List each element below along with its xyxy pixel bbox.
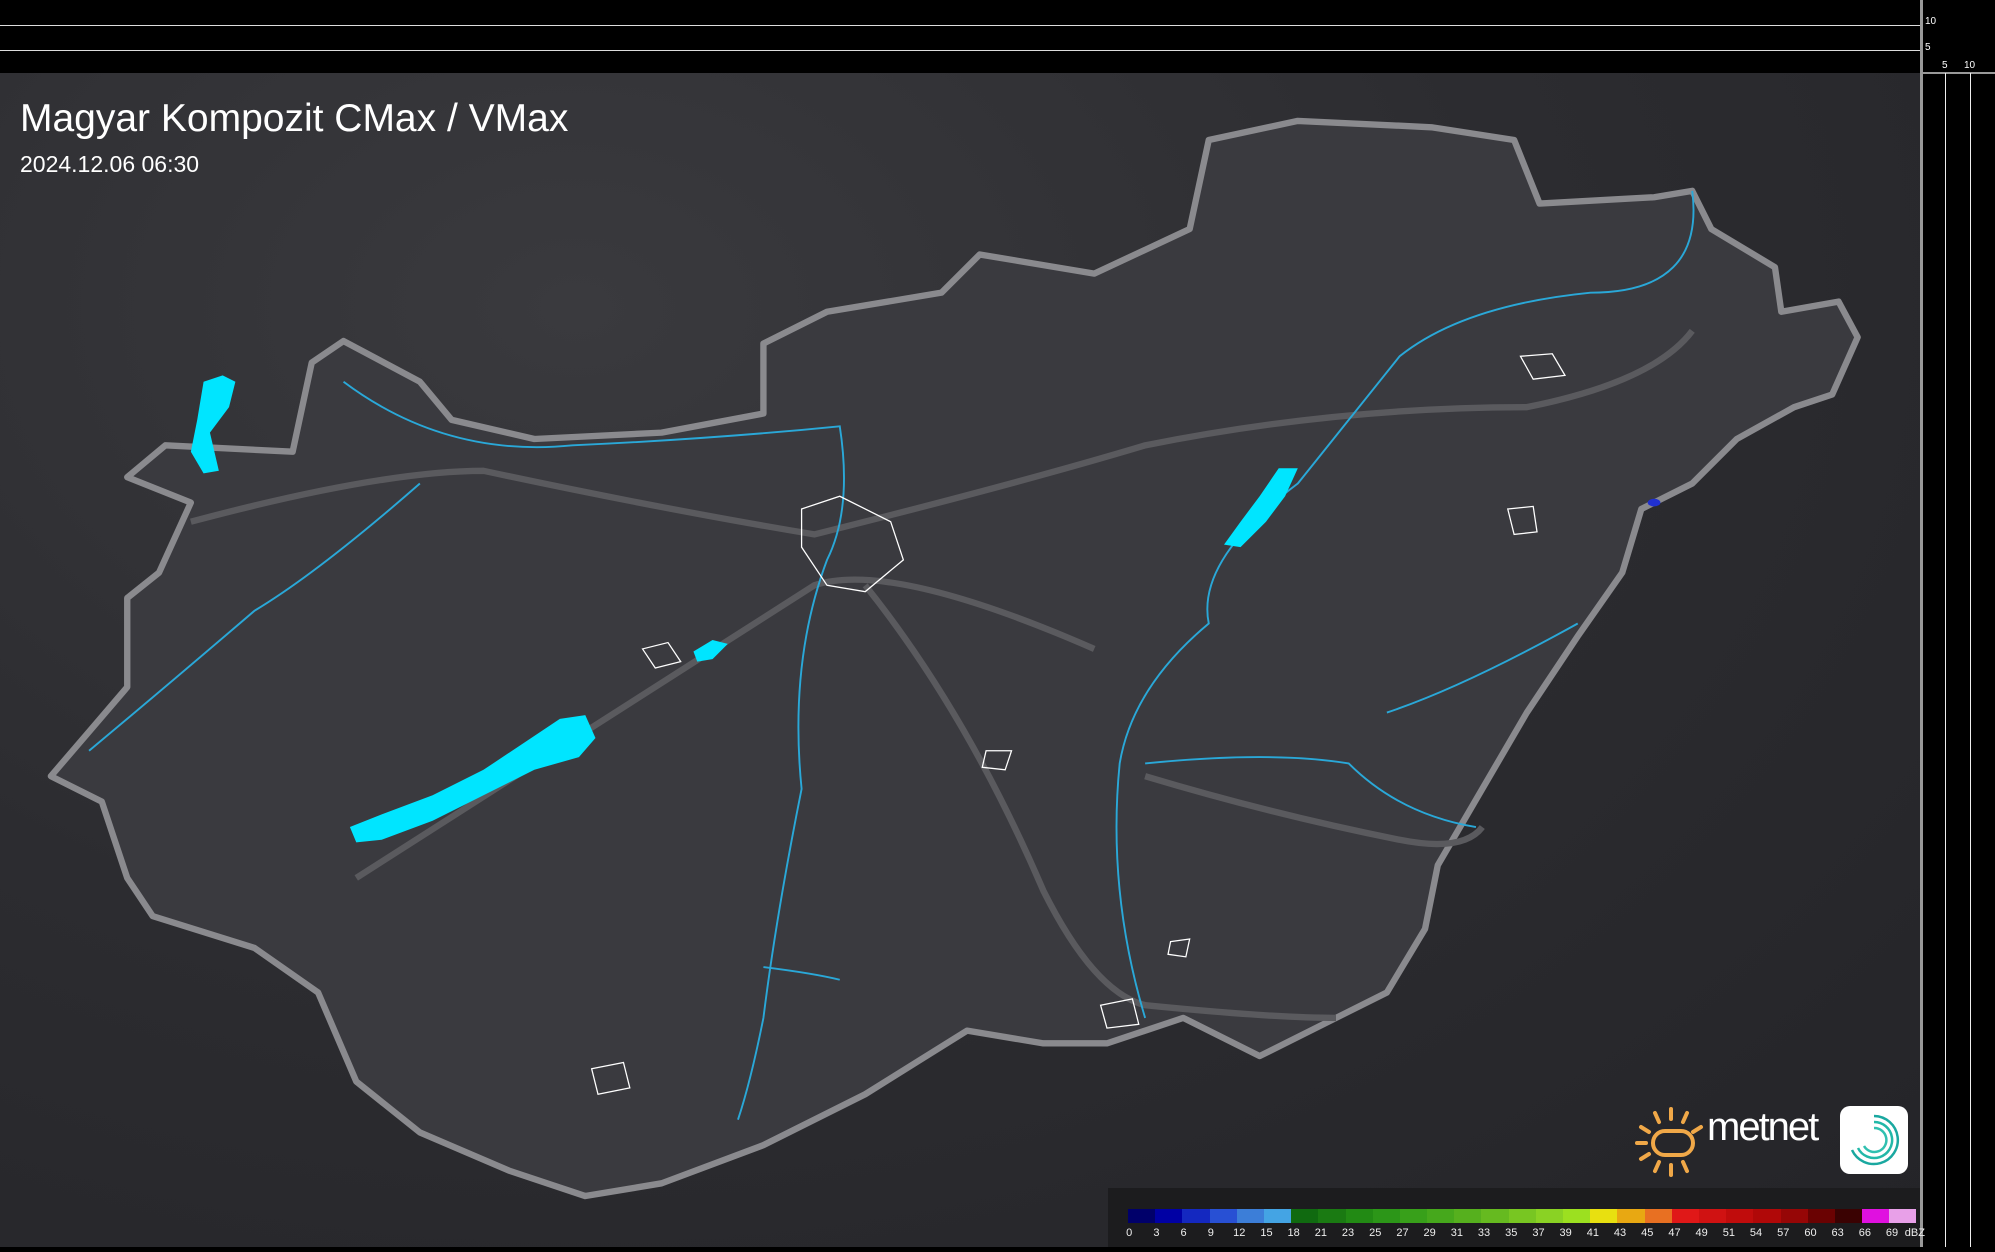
legend-color-cell (1291, 1209, 1319, 1223)
lake-balaton (349, 715, 596, 843)
radar-map[interactable] (0, 73, 1920, 1247)
legend-color-cell (1508, 1209, 1536, 1223)
legend-label: 18 (1287, 1227, 1300, 1239)
map-title: Magyar Kompozit CMax / VMax (20, 97, 569, 140)
legend-label: 9 (1207, 1227, 1214, 1239)
lake-velence (693, 640, 728, 662)
legend-color-cell (1481, 1209, 1509, 1223)
legend-color-cell (1644, 1209, 1672, 1223)
lake-neusiedl (190, 375, 236, 474)
lake-tisza (1224, 468, 1298, 548)
legend-color-cell (1563, 1209, 1591, 1223)
legend-color-cell (1155, 1209, 1183, 1223)
legend-color-cell (1372, 1209, 1400, 1223)
legend-color-cell (1726, 1209, 1754, 1223)
top-profile-panel (0, 0, 1920, 73)
legend-color-cell (1617, 1209, 1645, 1223)
legend-color-scale (1128, 1209, 1917, 1223)
legend-label: 31 (1450, 1227, 1463, 1239)
legend-label: 21 (1314, 1227, 1327, 1239)
legend-label: 35 (1505, 1227, 1518, 1239)
legend-label: 45 (1641, 1227, 1654, 1239)
rivers (88, 190, 1695, 1121)
tick-label: 10 (1964, 60, 1976, 71)
legend-label: 57 (1777, 1227, 1790, 1239)
legend-label: 54 (1749, 1227, 1763, 1239)
city-outlines (590, 353, 1567, 1096)
legend-label: 41 (1586, 1227, 1599, 1239)
legend-label: 6 (1180, 1227, 1187, 1239)
legend-label: 33 (1477, 1227, 1491, 1239)
side-profile-panel (1920, 0, 1995, 1247)
legend-color-cell (1128, 1209, 1156, 1223)
roads (190, 328, 1695, 1022)
metnet-app-icon (1840, 1106, 1908, 1174)
legend-color-cell (1807, 1209, 1835, 1223)
radar-echo (1647, 498, 1661, 507)
legend-color-cell (1182, 1209, 1210, 1223)
legend-color-cell (1889, 1209, 1917, 1223)
danube-river (342, 380, 845, 1121)
legend-color-cell (1236, 1209, 1264, 1223)
tick-label: 5 (1942, 60, 1948, 71)
legend-color-cell (1698, 1209, 1727, 1223)
legend-label: 39 (1559, 1227, 1572, 1239)
grid-line-10-vertical (1970, 73, 1971, 1247)
legend-color-cell (1209, 1209, 1237, 1223)
legend-label: 12 (1233, 1227, 1246, 1239)
grid-line-10 (0, 25, 1920, 26)
hungary-territory (47, 117, 1861, 1200)
legend-color-cell (1263, 1209, 1292, 1223)
legend-label: 37 (1532, 1227, 1545, 1239)
legend-color-cell (1318, 1209, 1346, 1223)
legend-label: 0 (1126, 1227, 1133, 1239)
legend-label: 29 (1423, 1227, 1436, 1239)
legend-label: 25 (1369, 1227, 1382, 1239)
legend-color-cell (1345, 1209, 1373, 1223)
horizontal-axis (1920, 72, 1995, 74)
legend-labels: 0 3 6 9 12 15 18 21 23 25 27 29 31 33 35 37 39 41 43 45 47 49… (1126, 1227, 1925, 1241)
tick-label: 10 (1925, 16, 1937, 27)
metnet-sun-icon (1635, 1107, 1703, 1177)
legend-color-cell (1671, 1209, 1699, 1223)
legend-color-cell (1862, 1209, 1890, 1223)
legend-color-cell (1535, 1209, 1563, 1223)
legend-color-cell (1590, 1209, 1618, 1223)
legend-label: 63 (1831, 1227, 1844, 1239)
legend-label: 15 (1260, 1227, 1273, 1239)
legend-label: 3 (1153, 1227, 1160, 1239)
legend-color-cell (1753, 1209, 1781, 1223)
legend-color-cell (1399, 1209, 1428, 1223)
grid-line-5 (0, 50, 1920, 51)
legend-unit: dBZ (1904, 1227, 1925, 1239)
reflectivity-legend: 0 3 6 9 12 15 18 21 23 25 27 29 31 33 35 37 39 41 43 45 47 49… (1108, 1188, 1925, 1247)
legend-label: 47 (1668, 1227, 1681, 1239)
legend-label: 23 (1341, 1227, 1355, 1239)
legend-label: 69 (1885, 1227, 1899, 1239)
map-canvas (47, 117, 1861, 1200)
legend-label: 51 (1722, 1227, 1735, 1239)
metnet-logo-text: metnet (1707, 1105, 1819, 1149)
map-timestamp: 2024.12.06 06:30 (20, 151, 200, 177)
legend-color-cell (1834, 1209, 1863, 1223)
legend-label: 27 (1396, 1227, 1409, 1239)
vertical-axis (1920, 0, 1923, 1247)
legend-label: 66 (1858, 1227, 1871, 1239)
legend-label: 43 (1613, 1227, 1627, 1239)
legend-color-cell (1780, 1209, 1808, 1223)
grid-line-5-vertical (1945, 73, 1946, 1247)
legend-label: 60 (1804, 1227, 1817, 1239)
legend-color-cell (1427, 1209, 1455, 1223)
legend-color-cell (1454, 1209, 1482, 1223)
tick-label: 5 (1925, 42, 1931, 53)
legend-label: 49 (1695, 1227, 1708, 1239)
tisza-river (1115, 190, 1695, 1019)
